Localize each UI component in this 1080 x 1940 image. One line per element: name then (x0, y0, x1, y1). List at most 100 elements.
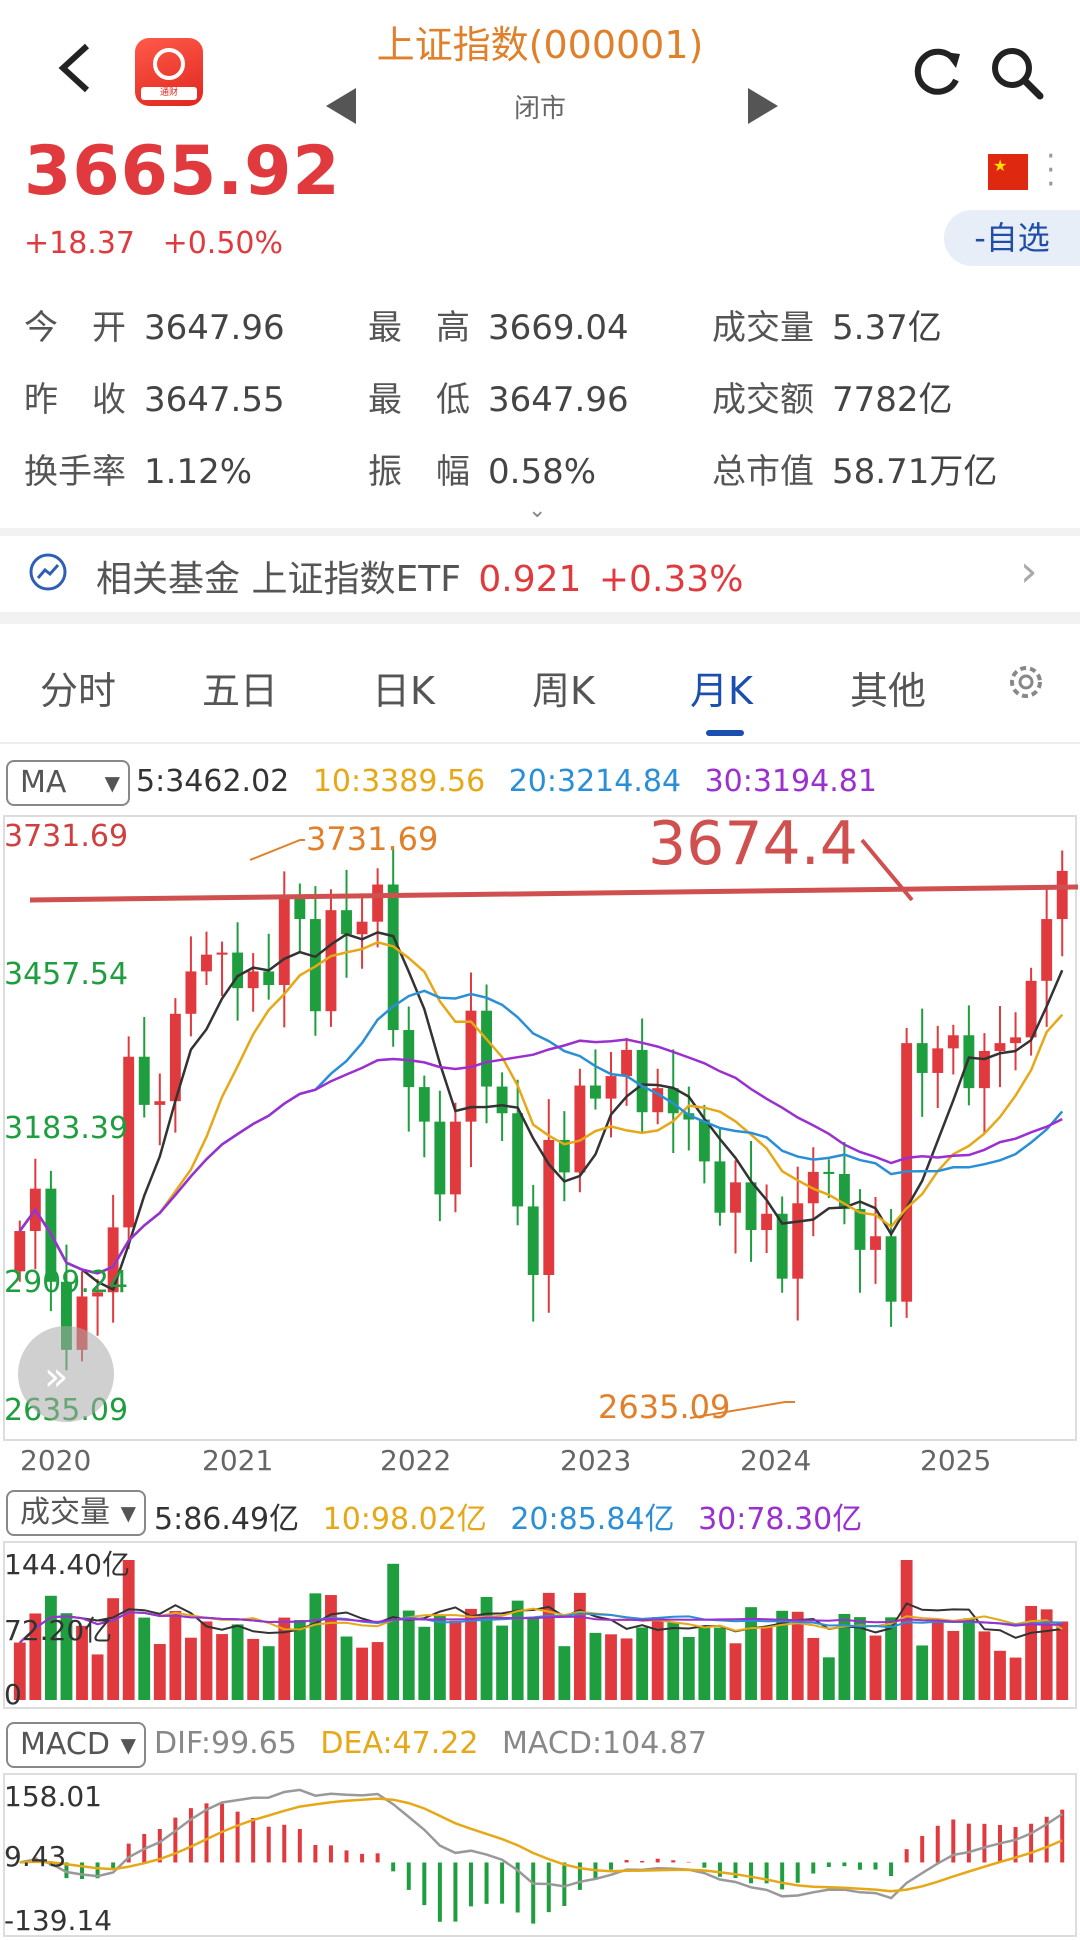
stat-market-cap: 总市值 58.71万亿 (712, 452, 998, 492)
candle-body (138, 1056, 150, 1105)
volume-bar (745, 1607, 757, 1700)
volume-bar (962, 1618, 975, 1700)
macd-dif: DIF:99.65 (154, 1726, 297, 1761)
logo-ball-icon (153, 48, 185, 80)
volume-bar (838, 1613, 851, 1700)
candle-body (558, 1139, 570, 1173)
candle-body (418, 1087, 430, 1122)
volume-selector[interactable]: 成交量 ▼ (6, 1490, 146, 1536)
y-tick-4: 2909.24 (4, 1265, 128, 1300)
caret-down-icon: ▼ (104, 771, 120, 795)
page-title: 上证指数(000001) (376, 23, 704, 67)
ma30-value: 30:3194.81 (704, 764, 877, 799)
macd-tick-mid: 9.43 (4, 1840, 66, 1873)
stat-volume: 成交量 5.37亿 (712, 308, 942, 348)
tab-weekly-k[interactable]: 周K (532, 669, 595, 713)
candle-body (201, 954, 212, 972)
macd-selector[interactable]: MACD ▼ (6, 1722, 146, 1768)
next-stock-icon[interactable] (748, 88, 778, 124)
candle-body (636, 1049, 648, 1113)
x-axis: 2020 2021 2022 2023 2024 2025 (20, 1444, 991, 1477)
volume-bar (682, 1636, 695, 1700)
stat-low: 最 低 3647.96 (368, 380, 629, 420)
tab-other[interactable]: 其他 (850, 669, 927, 713)
prev-stock-icon[interactable] (326, 88, 356, 124)
divider (0, 612, 1080, 624)
candle-body (403, 1030, 415, 1088)
vol-tick-mid: 72.20亿 (4, 1614, 112, 1647)
current-price: 3665.92 (24, 132, 341, 211)
y-tick-2: 3457.54 (4, 957, 128, 992)
volume-bar (169, 1611, 182, 1700)
x-tick: 2021 (202, 1444, 273, 1477)
x-tick: 2024 (740, 1444, 811, 1477)
volume-bar (325, 1595, 337, 1700)
resistance-label: 3674.4 (648, 812, 858, 879)
tab-daily-k[interactable]: 日K (372, 669, 435, 713)
candle-body (994, 1043, 1006, 1051)
x-tick: 2022 (380, 1444, 451, 1477)
ma5-value: 5:3462.02 (136, 764, 290, 799)
candle-body (823, 1171, 835, 1174)
more-options-icon[interactable]: · · · (1046, 139, 1056, 202)
volume-bar (216, 1634, 228, 1700)
gear-icon[interactable] (1004, 660, 1048, 704)
candle-body (621, 1049, 633, 1077)
expand-chevron-icon[interactable]: ⌄ (528, 498, 547, 523)
candle-body (232, 952, 244, 989)
volume-bar (636, 1627, 649, 1700)
logo-label: 通财 (141, 87, 197, 100)
volume-bar (776, 1610, 789, 1700)
macd-chart[interactable]: 158.01 9.43 -139.14 (0, 1772, 1080, 1938)
active-tab-indicator (706, 730, 744, 736)
volume-bar (231, 1624, 244, 1700)
macd-selector-label: MACD (20, 1727, 110, 1762)
ma10-value: 10:3389.56 (312, 764, 486, 799)
ma20-value: 20:3214.84 (508, 764, 682, 799)
candle-body (449, 1121, 461, 1195)
tab-five-day[interactable]: 五日 (202, 669, 279, 713)
search-icon[interactable] (990, 46, 1044, 100)
candle-body (496, 1086, 508, 1114)
ma-selector[interactable]: MA ▼ (6, 760, 130, 806)
macd-values: DIF:99.65 DEA:47.22 MACD:104.87 (154, 1726, 721, 1761)
candle-body (76, 1296, 88, 1350)
candlestick-chart[interactable]: 3731.69 3457.54 3183.39 2909.24 2635.09 … (0, 812, 1080, 1482)
volume-bar (869, 1635, 882, 1700)
chevron-right-icon[interactable]: › (1020, 546, 1038, 597)
candle-body (838, 1173, 850, 1210)
volume-bar (122, 1560, 135, 1700)
ma-selector-label: MA (20, 765, 67, 800)
volume-ma-values: 5:86.49亿 10:98.02亿 20:85.84亿 30:78.30亿 (154, 1494, 876, 1538)
candle-body (605, 1076, 617, 1099)
candle-body (854, 1209, 866, 1250)
candle-body (652, 1088, 664, 1113)
volume-bar (994, 1650, 1006, 1700)
candle-body (372, 884, 384, 922)
volume-bar (558, 1646, 571, 1700)
candle-body (885, 1236, 897, 1302)
tab-intraday[interactable]: 分时 (40, 669, 117, 713)
fast-forward-button[interactable] (18, 1326, 114, 1422)
low-label: 2635.09 (598, 1388, 730, 1426)
refresh-icon[interactable] (910, 46, 964, 100)
back-icon[interactable] (55, 40, 95, 107)
volume-bar (620, 1638, 633, 1700)
volume-chart[interactable]: 144.40亿 72.20亿 0 (0, 1540, 1080, 1710)
candle-body (590, 1085, 601, 1099)
candle-body (185, 971, 197, 1014)
candle-body (776, 1213, 788, 1279)
volume-bar (916, 1645, 929, 1700)
macd-dea: DEA:47.22 (320, 1726, 479, 1761)
candle-body (1041, 919, 1053, 981)
volume-bar (200, 1621, 213, 1700)
remove-watchlist-button[interactable]: -自选 (944, 210, 1080, 266)
volume-bar (667, 1622, 680, 1700)
candle-body (870, 1236, 881, 1250)
china-flag-icon: ★ (988, 154, 1028, 190)
app-logo[interactable]: 通财 (135, 38, 203, 106)
volume-bar (573, 1592, 586, 1700)
volume-bar (542, 1592, 555, 1700)
tab-monthly-k[interactable]: 月K (690, 669, 753, 713)
dea-line (19, 1797, 1063, 1893)
